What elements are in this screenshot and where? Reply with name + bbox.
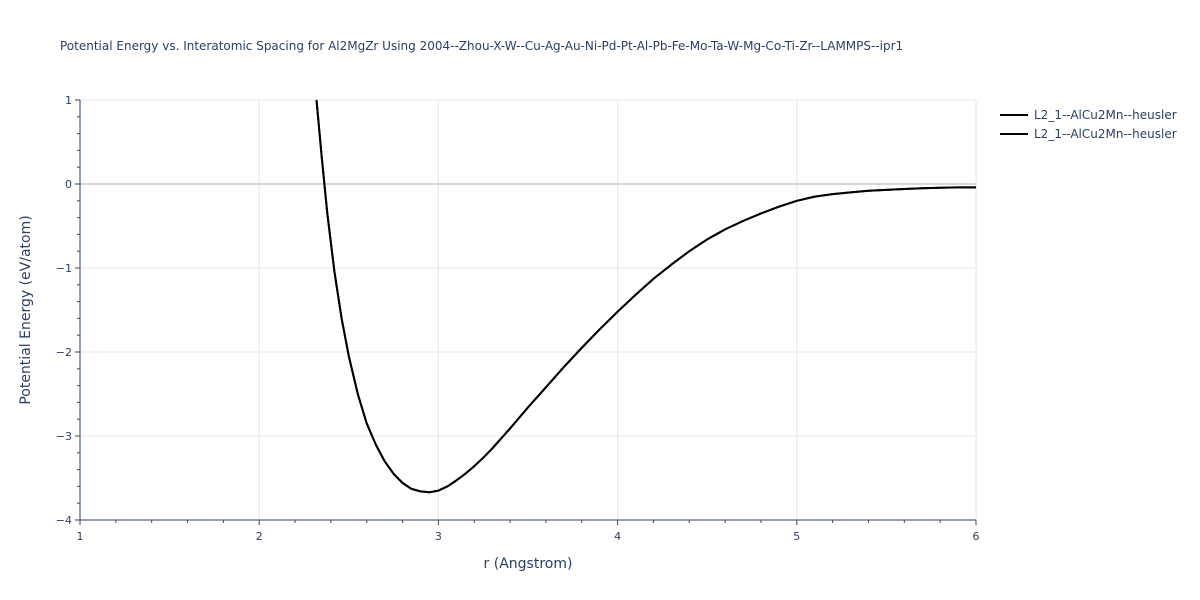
legend-label: L2_1--AlCu2Mn--heusler — [1034, 108, 1177, 122]
series-line — [315, 99, 976, 494]
y-tick-label: −1 — [56, 262, 72, 275]
legend-label: L2_1--AlCu2Mn--heusler — [1034, 127, 1177, 141]
y-tick-label: −2 — [56, 346, 72, 359]
series-line — [315, 99, 976, 494]
x-ticks: 1 2 3 4 5 6 — [77, 520, 980, 543]
x-tick-label: 1 — [77, 530, 84, 543]
x-tick-label: 3 — [435, 530, 442, 543]
x-axis-title: r (Angstrom) — [484, 556, 573, 572]
legend-item[interactable]: L2_1--AlCu2Mn--heusler — [1000, 108, 1177, 122]
x-tick-label: 4 — [614, 530, 621, 543]
y-tick-label: −4 — [56, 514, 72, 527]
y-ticks: −4 −3 −2 −1 0 1 — [56, 94, 80, 527]
y-tick-label: 1 — [65, 94, 72, 107]
legend-item[interactable]: L2_1--AlCu2Mn--heusler — [1000, 127, 1177, 141]
legend[interactable]: L2_1--AlCu2Mn--heusler L2_1--AlCu2Mn--heu… — [1000, 108, 1177, 141]
y-tick-label: 0 — [65, 178, 72, 191]
x-tick-label: 2 — [256, 530, 263, 543]
plot-area — [315, 99, 976, 494]
chart-title: Potential Energy vs. Interatomic Spacing… — [60, 39, 903, 53]
grid — [80, 99, 977, 520]
y-axis-title: Potential Energy (eV/atom) — [18, 215, 34, 404]
axes — [79, 100, 976, 521]
x-tick-label: 5 — [793, 530, 800, 543]
y-tick-label: −3 — [56, 430, 72, 443]
x-tick-label: 6 — [973, 530, 980, 543]
